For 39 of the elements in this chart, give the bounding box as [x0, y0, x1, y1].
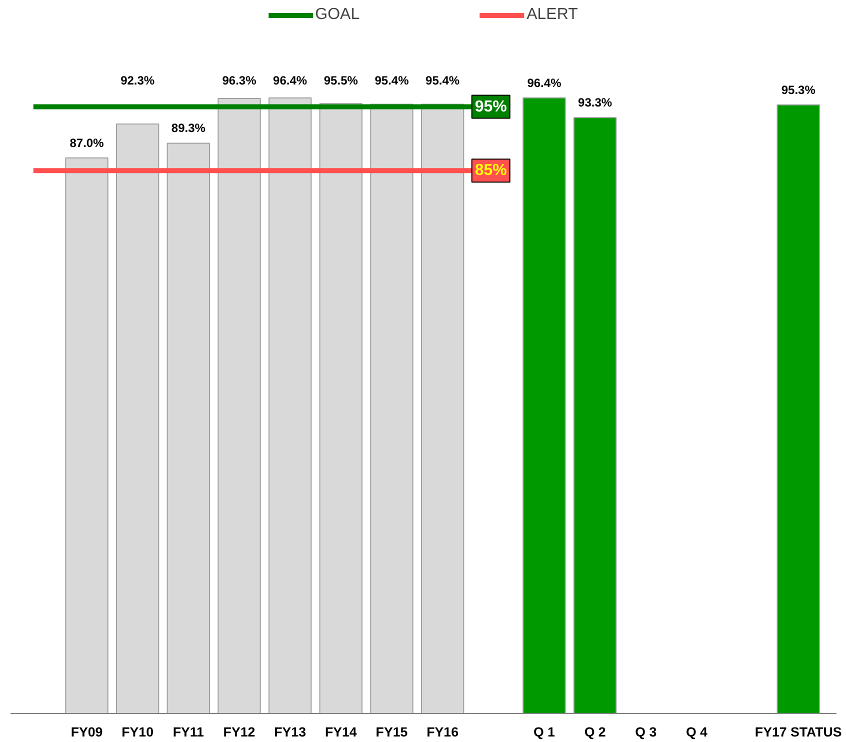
- bar: [573, 117, 617, 714]
- x-tick-label: FY12: [223, 724, 256, 740]
- data-label: 93.3%: [578, 96, 612, 110]
- bar: [116, 124, 160, 714]
- x-tick-label: FY17 STATUS: [754, 724, 842, 740]
- bar: [268, 97, 312, 714]
- x-tick-label: FY13: [274, 724, 306, 740]
- data-label: 96.3%: [222, 73, 257, 88]
- x-tick-label: Q 2: [584, 724, 606, 740]
- data-label: 95.3%: [781, 82, 816, 97]
- x-tick-label: FY16: [426, 724, 458, 740]
- x-tick-label: FY11: [172, 724, 205, 740]
- data-label: 95.5%: [324, 73, 358, 88]
- data-label: 95.4%: [374, 73, 410, 88]
- data-label: 96.4%: [527, 76, 562, 90]
- x-tick-label: Q 1: [533, 724, 556, 740]
- data-label: 92.3%: [120, 73, 155, 88]
- annotation: 95%: [474, 98, 507, 116]
- x-tick-label: Q 4: [686, 724, 708, 740]
- annotation: 85%: [474, 162, 507, 180]
- bar: [522, 97, 566, 714]
- x-tick-label: FY09: [70, 724, 103, 740]
- data-label: 87.0%: [70, 136, 104, 150]
- bar: [370, 104, 414, 714]
- bar: [65, 157, 108, 714]
- legend-label: GOAL: [315, 6, 360, 24]
- bar: [166, 142, 210, 714]
- bar: [420, 104, 464, 714]
- bar: [319, 103, 362, 714]
- x-tick-label: FY10: [122, 724, 154, 740]
- data-label: 89.3%: [171, 121, 206, 136]
- bar: [776, 104, 820, 714]
- x-tick-label: FY14: [324, 724, 358, 740]
- bar: [218, 98, 261, 714]
- data-label: 95.4%: [426, 73, 460, 88]
- x-tick-label: FY15: [376, 724, 408, 740]
- x-tick-label: Q 3: [635, 724, 657, 740]
- data-label: 96.4%: [273, 73, 308, 88]
- legend-label: ALERT: [526, 6, 578, 24]
